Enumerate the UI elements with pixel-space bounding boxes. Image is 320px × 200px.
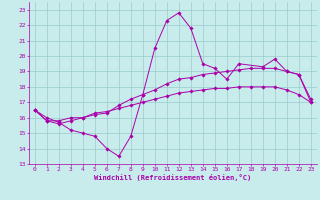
X-axis label: Windchill (Refroidissement éolien,°C): Windchill (Refroidissement éolien,°C) <box>94 174 252 181</box>
